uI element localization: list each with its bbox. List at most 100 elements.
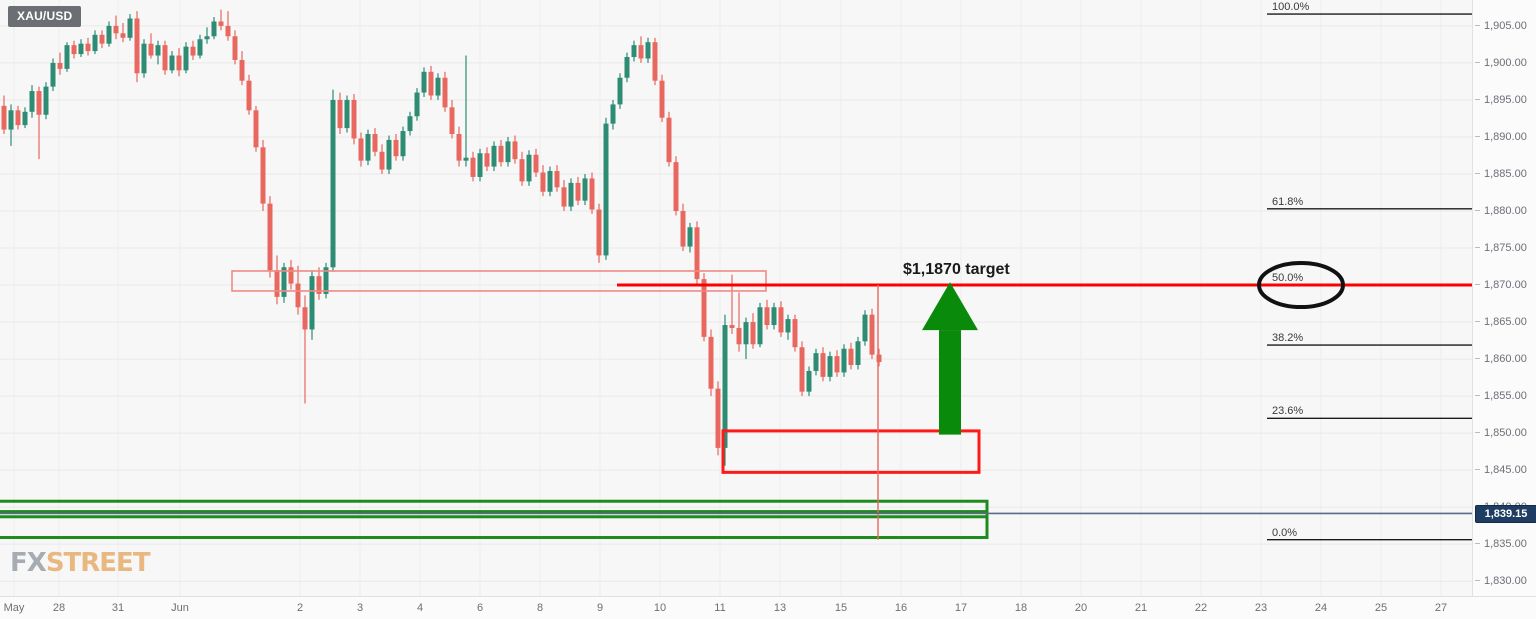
price-tick: 1,870.00 (1473, 278, 1536, 292)
date-tick-label: 23 (1254, 602, 1268, 614)
resistance-zone[interactable] (231, 270, 767, 292)
candle-body (211, 21, 217, 37)
candle-body (428, 71, 434, 96)
tick-mark (1475, 247, 1480, 249)
price-tick: 1,860.00 (1473, 352, 1536, 366)
fib-label-618: 61.8% (1272, 195, 1304, 208)
price-tick-label: 1,860.00 (1484, 353, 1527, 366)
candle-body (232, 36, 238, 60)
candle-body (617, 77, 623, 105)
price-axis[interactable]: 1,905.00 1,900.00 1,895.00 1,890.00 1,885.00… (1472, 0, 1536, 596)
candle-body (197, 39, 203, 56)
candle-body (295, 283, 301, 308)
candle-body (855, 341, 861, 366)
candle-body (561, 187, 567, 207)
candle-body (512, 141, 518, 160)
candle-body (218, 21, 224, 26)
candle-body (414, 92, 420, 117)
date-axis[interactable]: May 28 31 Jun 2 3 4 6 8 9 10 11 13 15 16 17 18 20 21 22 23 24… (0, 596, 1536, 619)
candle-body (533, 154, 539, 173)
demand-box[interactable] (721, 429, 981, 474)
candle-body (701, 279, 707, 337)
price-tick-label: 1,855.00 (1484, 390, 1527, 403)
price-chart-plot[interactable] (0, 0, 1472, 596)
candle-body (456, 134, 462, 161)
price-tick: 1,895.00 (1473, 93, 1536, 107)
candle-body (421, 71, 427, 93)
candle-body (659, 80, 665, 118)
fib-label-500: 50.0% (1272, 272, 1304, 285)
tick-mark (1475, 135, 1480, 137)
fxstreet-watermark: FXSTREET (10, 548, 151, 578)
candle-body (379, 151, 385, 170)
candle-body (78, 43, 84, 55)
tick-mark (1475, 321, 1480, 323)
date-tick-label: 15 (834, 602, 848, 614)
candle-body (309, 276, 315, 330)
candle-body (778, 307, 784, 333)
candle-body (848, 348, 854, 366)
candle-body (477, 153, 483, 177)
fib-label-382: 38.2% (1272, 332, 1304, 344)
date-tick-label: 22 (1194, 602, 1208, 614)
candle-body (638, 45, 644, 59)
price-tick-label: 1,895.00 (1484, 93, 1527, 106)
candle-body (281, 267, 287, 297)
symbol-label: XAU/USD (8, 6, 82, 27)
candle-body (834, 356, 840, 373)
tick-mark (1475, 172, 1480, 174)
candle-body (694, 227, 700, 280)
candle-body (827, 356, 833, 377)
candle-body (603, 123, 609, 256)
candle-body (204, 36, 210, 40)
tick-mark (1475, 284, 1480, 286)
price-tick-label: 1,865.00 (1484, 316, 1527, 329)
date-tick-label: 20 (1074, 602, 1088, 614)
candle-body (540, 172, 546, 192)
candle-body (484, 153, 490, 167)
date-tick-label: 17 (954, 602, 968, 614)
tick-mark (1475, 98, 1480, 100)
price-tick-label: 1,835.00 (1484, 538, 1527, 551)
candle-body (449, 107, 455, 135)
target-annotation: $1,1870 target (903, 261, 1010, 279)
tick-mark (1475, 210, 1480, 211)
tick-mark (1475, 358, 1480, 360)
date-tick-label: 25 (1374, 602, 1388, 614)
candle-body (302, 307, 308, 330)
candle-body (470, 157, 476, 177)
price-tick: 1,835.00 (1473, 537, 1536, 551)
support-box-lower[interactable] (0, 510, 989, 540)
candle-body (491, 145, 497, 167)
date-tick-label: May (3, 602, 25, 614)
date-tick-label: 6 (476, 602, 484, 614)
candle-body (610, 104, 616, 124)
candle-body (386, 139, 392, 170)
candle-body (288, 267, 294, 284)
fib-50-circle (1257, 261, 1345, 310)
candle-body (8, 110, 14, 130)
candle-body (169, 55, 175, 71)
support-box-upper[interactable] (0, 499, 989, 519)
date-tick-label: Jun (171, 602, 189, 614)
candle-body (876, 354, 882, 363)
date-tick-label: 2 (296, 602, 304, 614)
candle-body (393, 139, 399, 157)
price-tick: 1,865.00 (1473, 315, 1536, 329)
watermark-street: STREET (45, 548, 151, 578)
candle-body (225, 25, 231, 37)
price-tick-label: 1,875.00 (1484, 242, 1527, 255)
candle-body (155, 45, 161, 56)
price-tick-label: 1,900.00 (1484, 56, 1527, 69)
tick-mark (1475, 469, 1480, 471)
candle-body (71, 45, 77, 55)
up-arrow[interactable] (922, 282, 978, 435)
candle-body (673, 162, 679, 212)
arrow-shaft (939, 330, 961, 435)
candle-body (407, 116, 413, 132)
candle-body (841, 348, 847, 373)
candle-body (316, 276, 322, 294)
candle-body (526, 154, 532, 182)
candle-body (806, 370, 812, 392)
candle-body (372, 134, 378, 152)
